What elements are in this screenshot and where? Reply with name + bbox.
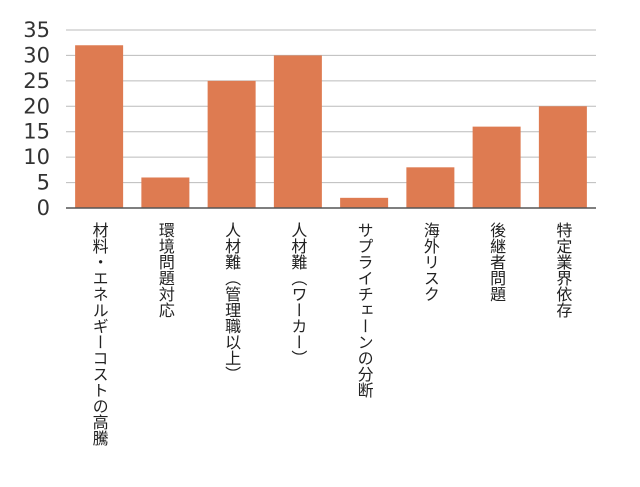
bar bbox=[340, 197, 389, 208]
y-tick-label: 35 bbox=[23, 18, 50, 42]
y-tick-label: 20 bbox=[23, 94, 50, 118]
bar bbox=[273, 55, 322, 208]
category-label: 海外リスク bbox=[421, 222, 440, 302]
y-tick-label: 5 bbox=[37, 171, 50, 195]
y-tick-label: 15 bbox=[23, 120, 50, 144]
category-label: 特定業界依存 bbox=[553, 222, 572, 318]
gridlines bbox=[66, 29, 596, 184]
y-tick-label: 0 bbox=[37, 196, 50, 220]
y-tick-label: 10 bbox=[23, 145, 50, 169]
category-label: 人材難（管理職以上） bbox=[222, 222, 241, 382]
category-label: 材料・エネルギーコストの高騰 bbox=[90, 222, 109, 447]
bars bbox=[75, 45, 587, 208]
category-label: サプライチェーンの分断 bbox=[355, 222, 374, 398]
bar bbox=[207, 80, 256, 208]
category-label: 人材難（ワーカー） bbox=[288, 222, 307, 366]
category-label: 後継者問題 bbox=[487, 222, 506, 302]
bar bbox=[141, 177, 190, 208]
category-labels: 材料・エネルギーコストの高騰 環境問題対応 人材難（管理職以上） 人材難（ワーカー） サ… bbox=[90, 222, 573, 447]
bar bbox=[472, 126, 521, 208]
y-tick-label: 30 bbox=[23, 43, 50, 67]
bar bbox=[75, 45, 124, 208]
y-tick-label: 25 bbox=[23, 69, 50, 93]
category-label: 環境問題対応 bbox=[156, 222, 175, 318]
bar bbox=[406, 167, 455, 208]
bar bbox=[538, 106, 587, 208]
